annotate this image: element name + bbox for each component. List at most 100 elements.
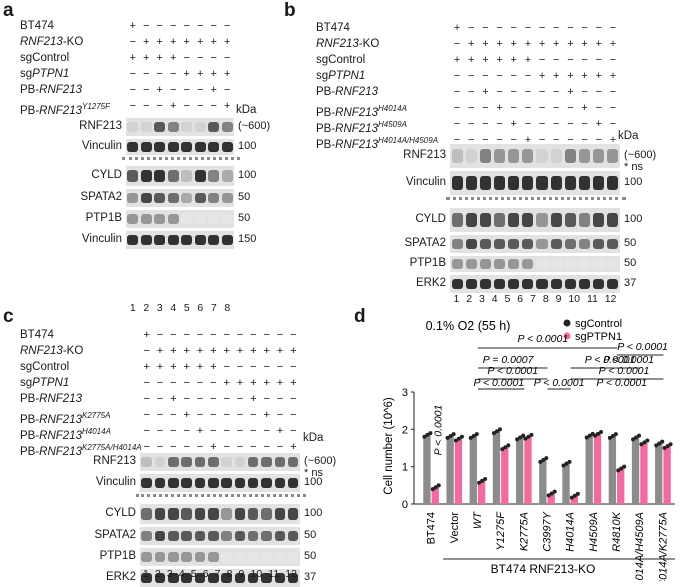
sign-mark: + — [482, 38, 489, 50]
sign-mark: − — [453, 86, 461, 98]
row-label: sgControl — [316, 54, 366, 66]
sign-mark: − — [276, 393, 284, 405]
data-point — [616, 468, 621, 473]
band — [274, 551, 286, 563]
band — [522, 212, 534, 228]
lane-number: 8 — [226, 568, 233, 580]
sign-mark: + — [210, 361, 217, 373]
lane-number: 7 — [214, 568, 221, 580]
sign-mark: − — [290, 393, 297, 405]
band — [194, 121, 206, 133]
sign-mark: − — [236, 329, 244, 341]
sign-mark: − — [223, 329, 230, 341]
band — [578, 278, 590, 290]
band-row — [140, 551, 300, 563]
sign-mark: − — [183, 425, 190, 437]
band — [194, 142, 206, 152]
band — [593, 148, 605, 164]
bar — [617, 468, 625, 504]
band — [451, 175, 463, 191]
sign-mark: − — [524, 70, 532, 82]
sign-mark: − — [538, 134, 546, 146]
marker-label: 37 — [304, 571, 317, 583]
band — [127, 213, 138, 225]
sign-mark: − — [263, 361, 270, 373]
sign-mark: − — [595, 54, 602, 66]
band — [127, 192, 138, 204]
data-point — [631, 437, 636, 442]
band — [181, 508, 192, 520]
band — [479, 259, 491, 269]
x-tick-label: H4014A/K2775A — [657, 512, 669, 581]
sign-mark: − — [224, 84, 231, 96]
lane-number: 3 — [156, 302, 163, 314]
p-value-label: P < 0.0001 — [487, 365, 538, 377]
x-tick-label: BT474 — [426, 512, 438, 544]
row-label: PB-RNF213H4014A/H4509A — [316, 136, 439, 151]
sign-mark: + — [196, 345, 204, 357]
bar — [539, 459, 547, 504]
band — [168, 572, 179, 584]
sign-mark: − — [223, 409, 230, 421]
data-point — [587, 433, 592, 438]
sign-mark: − — [453, 38, 461, 50]
sign-mark: − — [609, 54, 617, 66]
band-row — [140, 508, 300, 520]
band — [261, 508, 272, 520]
sign-mark: − — [496, 22, 503, 34]
sign-mark: + — [129, 52, 136, 64]
sign-mark: − — [197, 100, 204, 112]
sign-mark: − — [482, 22, 489, 34]
band — [154, 213, 165, 225]
data-point — [637, 433, 642, 438]
x-tick-label: H4014A — [565, 512, 577, 552]
blot-image — [126, 189, 234, 207]
sign-mark: − — [183, 393, 190, 405]
sign-mark: − — [129, 36, 136, 48]
band — [261, 456, 272, 468]
data-point — [477, 480, 482, 485]
sign-mark: − — [263, 441, 270, 453]
data-point — [451, 432, 456, 437]
sign-mark: + — [223, 345, 230, 357]
bar — [501, 447, 509, 504]
band — [578, 212, 590, 228]
sign-mark: − — [170, 84, 177, 96]
sign-mark: − — [453, 70, 461, 82]
band — [508, 148, 520, 164]
sign-mark: − — [170, 20, 177, 32]
sign-mark: + — [143, 361, 150, 373]
sign-mark: − — [223, 361, 230, 373]
data-point — [474, 432, 479, 437]
band — [154, 530, 166, 542]
ns-label: * ns — [624, 161, 643, 173]
sign-mark: − — [170, 68, 177, 80]
band — [593, 238, 605, 250]
band — [508, 175, 520, 191]
data-point — [422, 434, 427, 439]
row-label: PB-RNF213K2775A — [20, 411, 111, 426]
sign-mark: + — [210, 84, 217, 96]
bar — [547, 493, 555, 504]
sign-mark: − — [276, 441, 284, 453]
sign-mark: − — [210, 20, 217, 32]
sign-mark: + — [250, 393, 257, 405]
lane-number: 11 — [268, 568, 280, 580]
sign-mark: − — [553, 102, 560, 114]
sign-mark: + — [210, 441, 217, 453]
band — [288, 508, 299, 520]
sign-mark: − — [143, 84, 150, 96]
sign-mark: − — [538, 102, 546, 114]
lane-number: 10 — [568, 293, 581, 305]
lane-number: 4 — [491, 293, 498, 305]
sign-mark: − — [595, 86, 602, 98]
sign-mark: − — [609, 22, 617, 34]
band — [578, 175, 590, 191]
band — [465, 212, 477, 228]
data-point — [425, 432, 430, 437]
data-point — [567, 459, 572, 464]
sign-mark: + — [183, 345, 190, 357]
sign-mark: − — [553, 54, 560, 66]
band-row — [126, 234, 234, 246]
sign-mark: − — [538, 22, 546, 34]
